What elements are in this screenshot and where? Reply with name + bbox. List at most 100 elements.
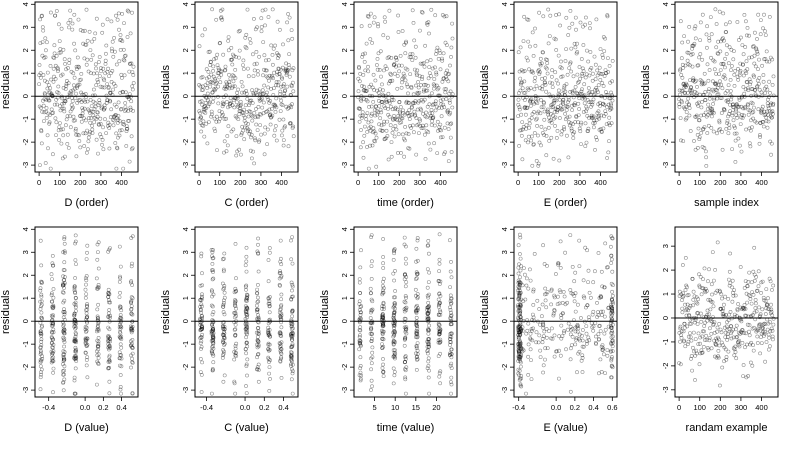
data-point xyxy=(62,250,67,255)
data-point xyxy=(570,108,575,112)
data-point xyxy=(763,299,768,304)
data-point xyxy=(123,101,128,105)
data-point xyxy=(759,280,764,285)
data-point xyxy=(278,283,282,288)
data-point xyxy=(552,354,557,359)
data-point xyxy=(678,339,683,344)
data-point xyxy=(516,344,521,349)
data-point xyxy=(579,120,584,125)
data-point xyxy=(682,338,687,343)
data-point xyxy=(751,292,756,297)
data-point xyxy=(425,310,430,315)
data-point xyxy=(122,54,127,59)
data-point xyxy=(417,117,422,122)
data-point xyxy=(222,68,227,73)
data-point xyxy=(707,36,712,40)
data-point xyxy=(764,306,769,311)
data-point xyxy=(736,330,741,335)
data-point xyxy=(244,89,249,93)
data-point xyxy=(72,41,77,46)
data-point xyxy=(200,33,205,38)
data-point xyxy=(683,83,688,88)
data-point xyxy=(38,17,43,22)
data-point xyxy=(702,329,706,334)
data-point xyxy=(290,126,295,130)
data-point xyxy=(96,328,101,333)
data-point xyxy=(279,75,284,80)
data-point xyxy=(84,257,89,262)
data-point xyxy=(210,81,215,85)
data-point xyxy=(437,261,442,266)
data-point xyxy=(584,140,589,145)
data-point xyxy=(518,275,522,280)
data-point xyxy=(281,84,286,89)
data-point xyxy=(566,155,571,160)
data-point xyxy=(279,355,284,360)
data-point xyxy=(221,302,226,307)
data-point xyxy=(114,131,119,136)
data-point xyxy=(221,304,226,309)
data-point xyxy=(234,276,238,281)
data-point xyxy=(222,150,226,155)
data-point xyxy=(745,25,750,30)
data-point xyxy=(552,98,557,103)
data-point xyxy=(759,341,764,346)
data-point xyxy=(437,330,442,335)
data-point xyxy=(210,338,215,343)
data-point xyxy=(733,159,738,164)
data-point xyxy=(198,84,203,89)
data-point xyxy=(286,144,291,149)
data-point xyxy=(599,129,604,134)
data-point xyxy=(566,33,571,37)
data-point xyxy=(284,71,289,76)
data-point xyxy=(290,343,295,348)
data-point xyxy=(210,250,215,255)
data-point xyxy=(272,102,277,107)
data-point xyxy=(369,336,374,341)
data-point xyxy=(40,109,45,114)
data-point xyxy=(283,69,288,73)
data-point xyxy=(211,276,216,281)
data-point xyxy=(534,158,539,163)
data-point xyxy=(39,14,44,19)
data-point xyxy=(221,304,226,309)
x-axis-label: time (value) xyxy=(377,422,434,434)
data-point xyxy=(722,73,727,78)
data-point xyxy=(356,76,361,81)
data-point xyxy=(436,354,441,359)
data-point xyxy=(761,73,766,77)
data-point xyxy=(519,346,523,351)
data-point xyxy=(591,114,596,119)
data-point xyxy=(449,45,454,50)
data-point xyxy=(276,80,281,85)
data-point xyxy=(403,326,408,331)
data-point xyxy=(768,311,773,316)
data-point xyxy=(396,132,401,137)
data-point xyxy=(517,293,522,298)
data-point xyxy=(407,55,412,60)
data-point xyxy=(565,104,570,109)
data-point xyxy=(537,140,542,145)
data-point xyxy=(95,359,100,364)
data-point xyxy=(130,84,135,89)
data-point xyxy=(380,336,385,341)
data-point xyxy=(220,104,225,109)
data-point xyxy=(249,132,254,137)
data-point xyxy=(38,163,42,168)
data-point xyxy=(529,377,534,382)
data-point xyxy=(417,74,422,79)
data-point xyxy=(769,115,774,120)
data-point xyxy=(240,124,245,129)
data-point xyxy=(221,340,226,345)
data-point xyxy=(95,316,100,321)
data-point xyxy=(702,71,707,76)
data-point xyxy=(562,294,567,299)
data-point xyxy=(260,88,265,93)
data-point xyxy=(598,78,603,82)
data-point xyxy=(435,45,440,50)
data-point xyxy=(107,98,112,103)
data-point xyxy=(72,324,77,329)
data-point xyxy=(363,89,368,94)
data-point xyxy=(73,391,77,396)
data-point xyxy=(197,99,202,104)
